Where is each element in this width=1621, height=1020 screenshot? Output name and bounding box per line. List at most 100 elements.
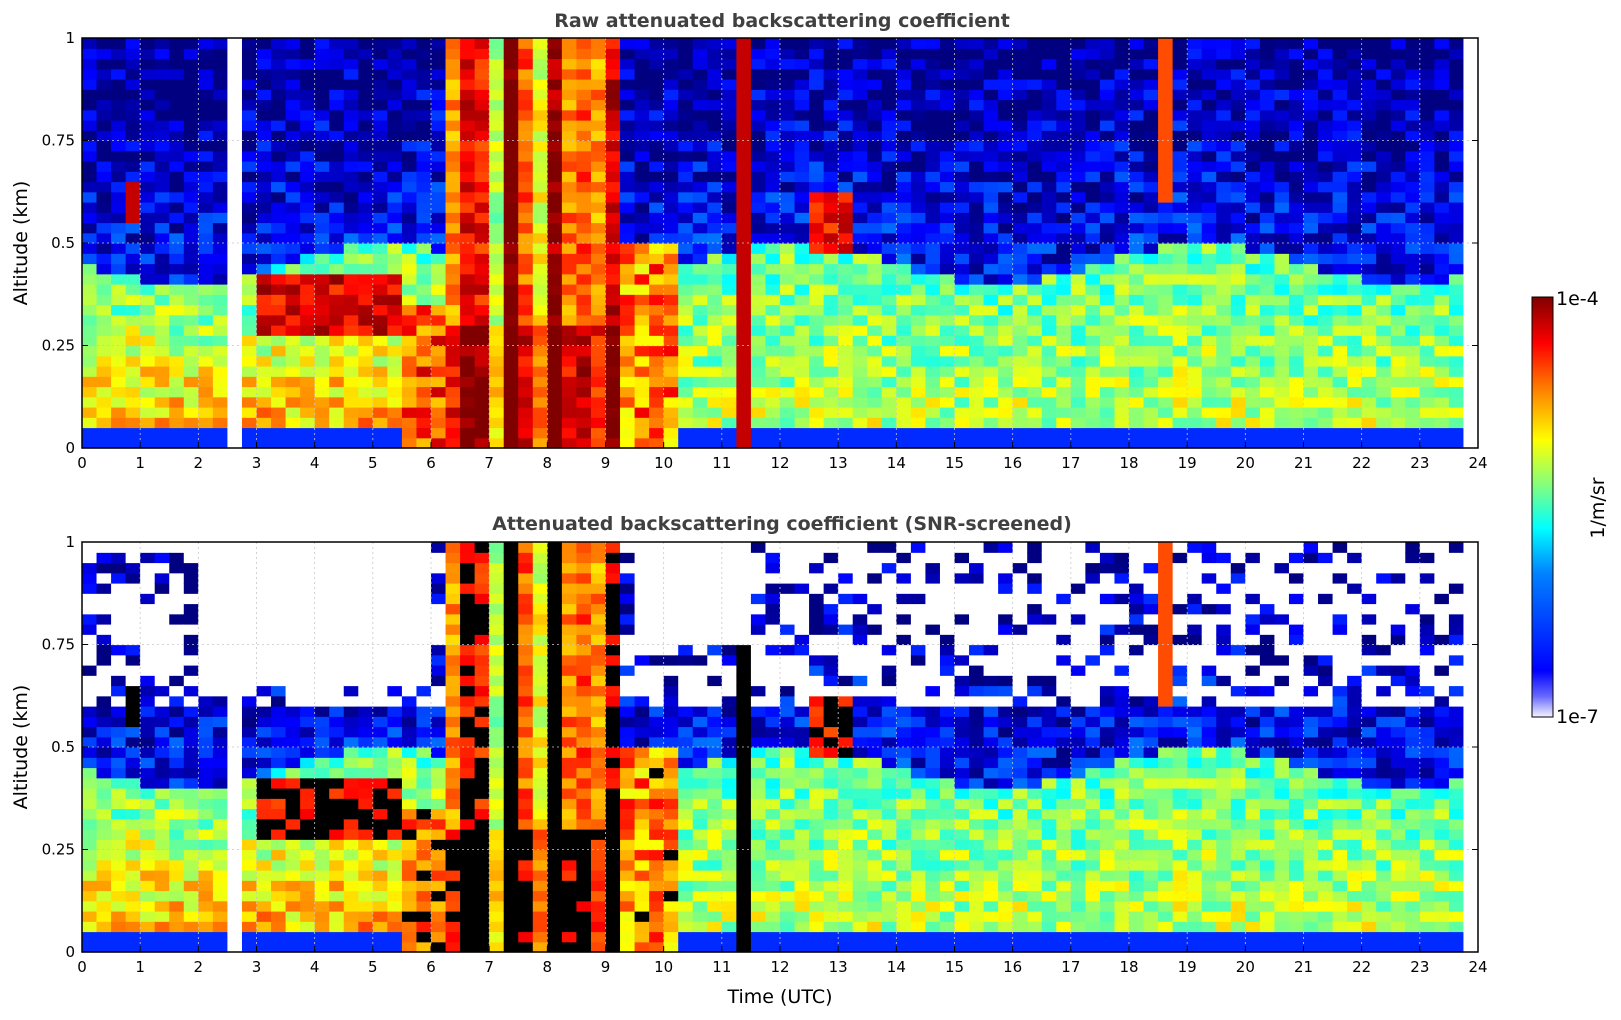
heatmap-cell	[82, 171, 98, 183]
heatmap-cell	[285, 109, 301, 121]
heatmap-cell	[765, 150, 781, 162]
heatmap-cell	[1027, 202, 1043, 213]
heatmap-cell	[736, 99, 752, 111]
heatmap-cell	[460, 38, 476, 49]
heatmap-cell	[881, 396, 897, 408]
heatmap-cell	[256, 140, 272, 152]
heatmap-cell	[227, 829, 243, 840]
heatmap-cell	[1288, 335, 1305, 347]
heatmap-cell	[1172, 89, 1188, 101]
heatmap-cell	[721, 243, 737, 254]
heatmap-cell	[547, 171, 563, 183]
heatmap-cell	[212, 304, 229, 316]
heatmap-cell	[532, 232, 548, 244]
heatmap-cell	[285, 736, 301, 748]
heatmap-cell	[1056, 130, 1072, 142]
heatmap-cell	[1027, 437, 1043, 449]
heatmap-cell	[852, 120, 868, 131]
heatmap-cell	[1129, 120, 1145, 131]
heatmap-cell	[998, 89, 1014, 101]
heatmap-cell	[576, 345, 592, 357]
heatmap-cell	[503, 304, 519, 316]
heatmap-cell	[881, 222, 897, 234]
heatmap-cell	[431, 859, 447, 871]
heatmap-cell	[431, 798, 447, 810]
heatmap-cell	[1274, 386, 1290, 398]
heatmap-cell	[1463, 437, 1479, 449]
heatmap-cell	[1288, 212, 1305, 224]
heatmap-cell	[82, 757, 98, 769]
heatmap-cell	[431, 171, 447, 183]
heatmap-cell	[1274, 355, 1290, 367]
heatmap-cell	[212, 644, 229, 656]
heatmap-cell	[343, 552, 359, 564]
heatmap-cell	[314, 191, 330, 203]
heatmap-cell	[910, 79, 927, 90]
heatmap-cell	[343, 757, 359, 769]
heatmap-cell	[780, 232, 796, 244]
heatmap-cell	[1041, 232, 1057, 244]
heatmap-cell	[649, 58, 665, 70]
heatmap-cell	[561, 212, 578, 224]
heatmap-cell	[910, 120, 927, 131]
heatmap-cell	[227, 931, 243, 943]
heatmap-cell	[1259, 366, 1276, 377]
heatmap-cell	[721, 335, 737, 347]
heatmap-cell	[518, 263, 534, 275]
heatmap-cell	[1361, 79, 1377, 90]
heatmap-cell	[707, 386, 723, 398]
heatmap-cell	[1158, 109, 1174, 121]
heatmap-cell	[111, 253, 127, 265]
heatmap-cell	[1361, 253, 1377, 265]
heatmap-cell	[1085, 335, 1101, 347]
heatmap-cell	[1158, 345, 1174, 357]
heatmap-cell	[416, 335, 432, 347]
heatmap-cell	[154, 757, 170, 769]
heatmap-cell	[867, 417, 883, 429]
heatmap-cell	[183, 726, 199, 738]
heatmap-cell	[896, 232, 912, 244]
heatmap-cell	[416, 314, 432, 326]
heatmap-cell	[125, 68, 141, 80]
heatmap-cell	[518, 58, 534, 70]
heatmap-cell	[620, 417, 636, 429]
heatmap-cell	[1405, 109, 1421, 121]
heatmap-cell	[692, 161, 708, 172]
heatmap-cell	[1172, 181, 1188, 193]
heatmap-cell	[925, 109, 941, 121]
heatmap-cell	[1114, 38, 1130, 49]
heatmap-cell	[794, 140, 810, 152]
heatmap-cell	[910, 99, 927, 111]
heatmap-cell	[503, 99, 519, 111]
heatmap-cell	[285, 99, 301, 111]
heatmap-cell	[300, 665, 316, 676]
heatmap-cell	[125, 542, 141, 553]
heatmap-cell	[707, 161, 723, 172]
heatmap-cell	[387, 386, 403, 398]
heatmap-cell	[314, 941, 330, 953]
heatmap-cell	[198, 243, 214, 254]
heatmap-cell	[198, 665, 214, 676]
heatmap-cell	[1041, 294, 1057, 306]
heatmap-cell	[1390, 48, 1406, 60]
heatmap-cell	[1099, 130, 1116, 142]
heatmap-cell	[198, 294, 214, 306]
heatmap-cell	[300, 839, 316, 851]
heatmap-cell	[998, 68, 1014, 80]
heatmap-cell	[401, 788, 418, 799]
heatmap-cell	[198, 304, 214, 316]
heatmap-cell	[154, 79, 170, 90]
heatmap-cell	[460, 89, 476, 101]
heatmap-cell	[896, 120, 912, 131]
heatmap-cell	[82, 120, 98, 131]
heatmap-cell	[1390, 130, 1406, 142]
heatmap-cell	[809, 335, 825, 347]
heatmap-cell	[1201, 335, 1217, 347]
heatmap-cell	[183, 427, 199, 439]
heatmap-cell	[212, 624, 229, 635]
heatmap-cell	[1419, 48, 1435, 60]
heatmap-cell	[896, 263, 912, 275]
heatmap-cell	[489, 191, 505, 203]
heatmap-cell	[1448, 427, 1465, 439]
heatmap-cell	[1143, 130, 1159, 142]
